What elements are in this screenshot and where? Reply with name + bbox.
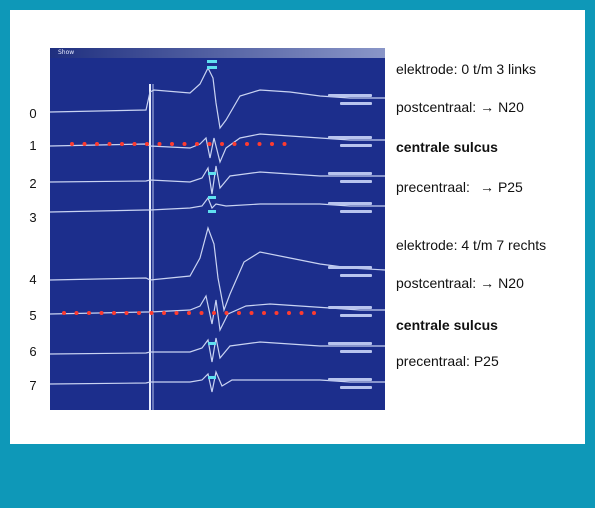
sulcus-dot xyxy=(224,311,229,315)
sulcus-dot xyxy=(132,142,137,146)
right-postcentral-arrow-icon: → xyxy=(480,275,495,291)
sulcus-dot xyxy=(99,311,104,315)
sulcus-dot xyxy=(107,142,112,146)
right-electrode-header: elektrode: 4 t/m 7 rechts xyxy=(396,237,547,253)
channel-label-0: 0 xyxy=(29,106,37,121)
sulcus-dot xyxy=(312,311,316,315)
left-electrode-header: elektrode: 0 t/m 3 links xyxy=(396,61,537,77)
sulcus-dot xyxy=(82,142,87,146)
right-postcentral-line: postcentraal: → N20 xyxy=(396,274,524,292)
left-precentral-wave: P25 xyxy=(497,179,523,195)
channel-info-blocks xyxy=(328,94,372,389)
sulcus-dot xyxy=(62,311,66,315)
left-postcentral-label: postcentraal: xyxy=(396,99,477,115)
trace-channel-6 xyxy=(50,337,385,363)
trace-channel-5 xyxy=(50,294,385,333)
trace-channel-3 xyxy=(50,196,385,213)
channel-label-3: 3 xyxy=(29,210,37,225)
sulcus-dot xyxy=(174,311,179,315)
right-central-sulcus-label: centrale sulcus xyxy=(396,317,498,333)
footer-band xyxy=(0,444,595,508)
sulcus-dot xyxy=(270,142,274,146)
sulcus-dot xyxy=(157,142,162,146)
sulcus-dot xyxy=(249,311,254,315)
sulcus-dot xyxy=(207,142,212,146)
left-precentral-line: precentraal: → P25 xyxy=(396,178,523,196)
right-postcentral-label: postcentraal: xyxy=(396,275,477,291)
central-sulcus-dots-left xyxy=(70,142,287,146)
peak-markers xyxy=(207,60,217,379)
sulcus-dot xyxy=(287,311,291,315)
sulcus-dot xyxy=(170,142,174,146)
trace-channel-7 xyxy=(50,369,385,393)
left-postcentral-arrow-icon: → xyxy=(480,99,495,115)
sulcus-dot xyxy=(162,311,166,315)
right-precentral-line: precentraal: P25 xyxy=(396,353,499,369)
sulcus-dot xyxy=(232,142,237,146)
trace-channel-4 xyxy=(50,226,385,313)
trace-channel-1 xyxy=(50,133,385,164)
sulcus-dot xyxy=(74,311,79,315)
sulcus-dot xyxy=(187,311,191,315)
eeg-window-titlebar: Show xyxy=(50,48,385,58)
eeg-window-title: Show xyxy=(58,49,75,56)
sulcus-dot xyxy=(220,142,224,146)
sulcus-dot xyxy=(195,142,199,146)
sulcus-dot xyxy=(70,142,74,146)
sulcus-dot xyxy=(149,311,154,315)
left-precentral-arrow-icon: → xyxy=(479,179,494,195)
sulcus-dot xyxy=(199,311,204,315)
sulcus-dot xyxy=(145,142,149,146)
sulcus-dot xyxy=(282,142,287,146)
sulcus-dot xyxy=(137,311,141,315)
left-postcentral-wave: N20 xyxy=(498,99,524,115)
right-postcentral-wave: N20 xyxy=(498,275,524,291)
sulcus-dot xyxy=(237,311,241,315)
left-central-sulcus-label: centrale sulcus xyxy=(396,139,498,155)
channel-label-6: 6 xyxy=(29,344,37,359)
sulcus-dot xyxy=(95,142,99,146)
central-sulcus-dots-right xyxy=(62,311,316,315)
sulcus-dot xyxy=(262,311,266,315)
sulcus-dot xyxy=(87,311,91,315)
channel-label-2: 2 xyxy=(29,176,37,191)
trace-channel-2 xyxy=(50,165,385,195)
sulcus-dot xyxy=(257,142,262,146)
sulcus-dot xyxy=(124,311,129,315)
sulcus-dot xyxy=(120,142,124,146)
eeg-recording-window: Show xyxy=(50,48,385,410)
trace-channel-0 xyxy=(50,66,385,130)
sulcus-dot xyxy=(245,142,249,146)
channel-label-4: 4 xyxy=(29,272,37,287)
sulcus-dot xyxy=(299,311,304,315)
left-precentral-label: precentraal: xyxy=(396,179,470,195)
left-postcentral-line: postcentraal: → N20 xyxy=(396,98,524,116)
channel-label-1: 1 xyxy=(29,138,37,153)
eeg-traces-plot xyxy=(50,60,385,410)
sulcus-dot xyxy=(274,311,279,315)
sulcus-dot xyxy=(112,311,116,315)
channel-label-5: 5 xyxy=(29,308,37,323)
sulcus-dot xyxy=(182,142,187,146)
sulcus-dot xyxy=(212,311,216,315)
channel-label-7: 7 xyxy=(29,378,37,393)
